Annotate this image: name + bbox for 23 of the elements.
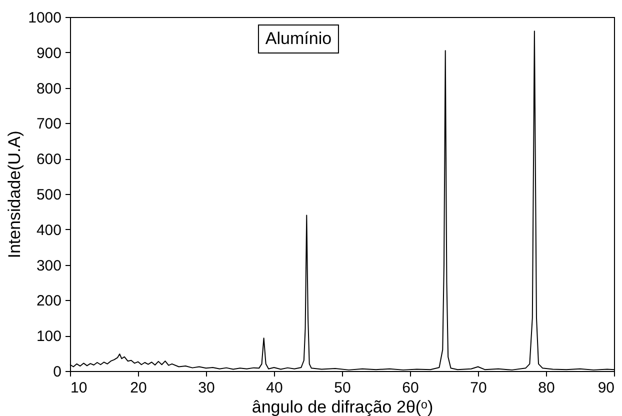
x-tick-label: 70 xyxy=(470,380,487,396)
x-tick-label: 90 xyxy=(598,380,614,396)
x-tick-label: 20 xyxy=(130,380,147,396)
y-tick-label: 600 xyxy=(36,151,62,168)
y-tick-label: 500 xyxy=(36,186,62,204)
y-tick-label: 900 xyxy=(36,44,62,62)
x-tick-label: 80 xyxy=(538,380,555,396)
y-tick-label: 700 xyxy=(36,116,62,133)
x-tick-label: 40 xyxy=(266,380,283,396)
x-tick-label: 60 xyxy=(402,380,419,396)
x-tick-label: 10 xyxy=(70,380,88,396)
x-axis-title: ângulo de difração 2θ(ᵒ) xyxy=(252,398,434,416)
y-tick-label: 200 xyxy=(36,292,62,310)
y-tick-label: 300 xyxy=(36,257,62,274)
annotation: Alumínio xyxy=(265,29,332,48)
y-tick-label: 800 xyxy=(36,80,62,98)
y-tick-label: 1000 xyxy=(28,10,62,26)
y-tick-label: 0 xyxy=(53,364,62,380)
y-tick-label: 400 xyxy=(36,222,62,239)
y-axis-title: Intensidade(U.A) xyxy=(5,130,24,258)
x-tick-label: 30 xyxy=(198,380,215,396)
x-tick-label: 50 xyxy=(334,380,351,396)
y-tick-label: 100 xyxy=(36,328,62,346)
